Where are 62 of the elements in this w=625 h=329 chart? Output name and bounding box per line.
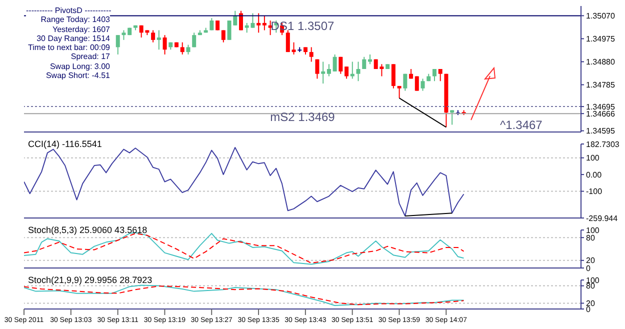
y-tick-label: 0 — [586, 264, 591, 273]
candlestick — [362, 56, 366, 70]
annotation: Range Today: 1403 — [40, 15, 110, 25]
candlestick — [286, 30, 290, 53]
annotation: Yesterday: 1607 — [51, 24, 110, 34]
y-tick-label: 1.34785 — [586, 80, 616, 90]
y-tick-label: 1.35070 — [586, 12, 616, 21]
candlestick — [414, 76, 419, 92]
annotation: Swap Long: 3.00 — [48, 62, 110, 72]
candlestick — [122, 30, 126, 40]
y-tick-label: 1.34880 — [586, 58, 616, 67]
candlestick — [221, 30, 226, 43]
candlestick — [356, 61, 360, 82]
candlestick — [344, 66, 349, 80]
candlestick — [338, 56, 343, 74]
chart-title: CCI(14) -116.5541 — [27, 139, 103, 149]
candlestick — [292, 42, 296, 55]
annotation: 30 Day Range: 1514 — [36, 34, 110, 44]
candlestick — [420, 78, 425, 92]
candlestick — [210, 18, 214, 31]
y-tick-label: -100 — [586, 187, 603, 196]
annotation: ^1.3467 — [500, 118, 542, 132]
candlestick — [450, 110, 454, 126]
y-tick-label: 1.34595 — [586, 126, 616, 136]
candlestick — [156, 30, 161, 50]
candlestick — [321, 61, 326, 84]
candlestick — [256, 12, 261, 34]
candlestick — [116, 34, 120, 55]
y-tick-label: 182.7303 — [586, 140, 620, 149]
candlestick — [309, 46, 314, 62]
annotation: Time to next bar: 00:09 — [27, 43, 110, 52]
annotation: ---------- PivotsD ---------- — [26, 6, 112, 16]
candlestick — [397, 85, 402, 99]
y-tick-label: 1.34975 — [586, 34, 616, 44]
candlestick — [192, 32, 196, 48]
candlestick — [350, 61, 354, 80]
candlestick — [326, 64, 331, 77]
y-tick-label: 100 — [586, 154, 600, 163]
candlestick — [186, 44, 190, 55]
y-tick-label: 100 — [586, 226, 600, 235]
y-tick-label: 0.00 — [586, 170, 602, 180]
candlestick — [332, 54, 337, 72]
candlestick — [180, 42, 184, 55]
chart-title: Stoch(8,5,3) 25.9060 43.5618 — [27, 225, 148, 235]
ref-line-label: mS2 1.3469 — [270, 110, 336, 124]
y-tick-label: -259.944 — [586, 214, 618, 223]
candlestick — [151, 30, 156, 43]
candlestick — [391, 64, 396, 89]
candlestick — [438, 68, 442, 82]
y-tick-label: 1.34695 — [586, 102, 616, 112]
annotation: Swap Short: -4.51 — [44, 71, 110, 80]
y-tick-label: 80 — [586, 233, 596, 242]
annotation: Spread: 17 — [70, 52, 110, 62]
candlestick — [162, 34, 167, 55]
candlestick — [432, 68, 436, 82]
y-tick-label: 20 — [586, 256, 596, 266]
candlestick — [262, 15, 266, 31]
candlestick — [315, 58, 320, 80]
candlestick — [403, 73, 408, 92]
y-tick-label: 0 — [586, 304, 591, 314]
chart-title: Stoch(21,9,9) 29.9956 28.7923 — [27, 275, 154, 285]
y-tick-label: 1.34666 — [586, 109, 616, 118]
